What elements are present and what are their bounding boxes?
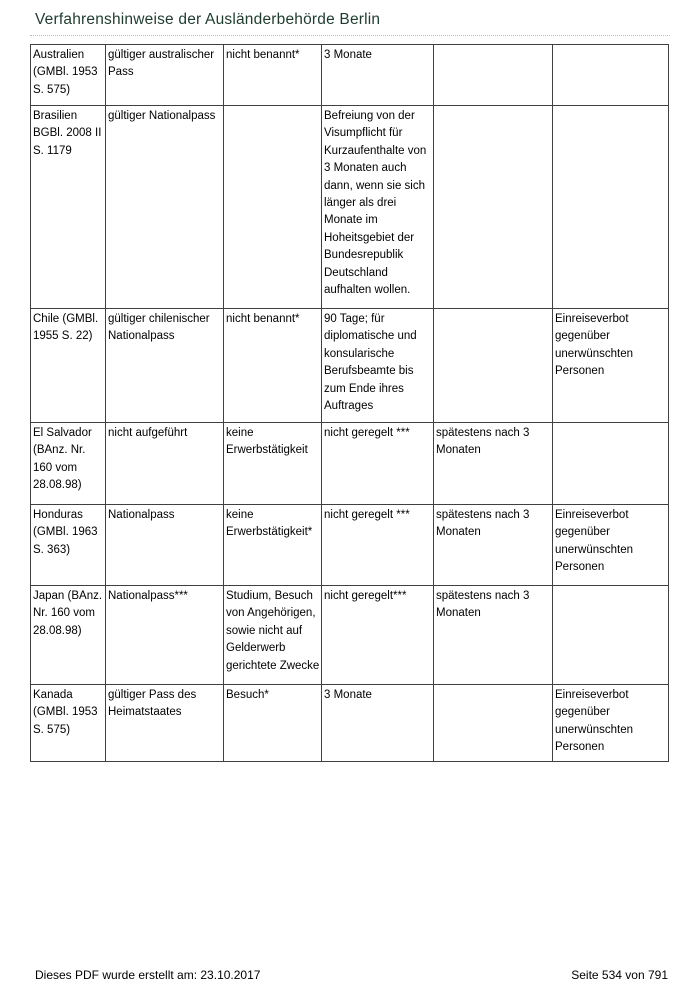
table-cell xyxy=(223,105,322,309)
table-row-el-salvador: El Salvador (BAnz. Nr. 160 vom 28.08.98)… xyxy=(30,422,669,505)
table-cell: spätestens nach 3 Monaten xyxy=(433,585,553,685)
table-cell: Nationalpass xyxy=(105,504,224,586)
table-cell: Australien (GMBl. 1953 S. 575) xyxy=(30,44,106,106)
table-cell: 3 Monate xyxy=(321,684,434,762)
table-cell: El Salvador (BAnz. Nr. 160 vom 28.08.98) xyxy=(30,422,106,505)
table-cell xyxy=(433,684,553,762)
table-cell: keine Erwerbstätigkeit xyxy=(223,422,322,505)
table-cell: Chile (GMBl. 1955 S. 22) xyxy=(30,308,106,423)
table-cell: gültiger chilenischer Nationalpass xyxy=(105,308,224,423)
table-cell xyxy=(552,585,669,685)
table-cell: Honduras (GMBl. 1963 S. 363) xyxy=(30,504,106,586)
table-cell: Befreiung von der Visumpflicht für Kurza… xyxy=(321,105,434,309)
table-row-chile: Chile (GMBl. 1955 S. 22) gültiger chilen… xyxy=(30,308,669,423)
table-cell: Japan (BAnz. Nr. 160 vom 28.08.98) xyxy=(30,585,106,685)
table-cell: Einreiseverbot gegenüber unerwünschten P… xyxy=(552,684,669,762)
title-divider xyxy=(30,35,670,36)
table-cell: gültiger Nationalpass xyxy=(105,105,224,309)
table-cell: nicht geregelt*** xyxy=(321,585,434,685)
table-row-japan: Japan (BAnz. Nr. 160 vom 28.08.98) Natio… xyxy=(30,585,669,685)
table-cell: nicht benannt* xyxy=(223,308,322,423)
table-cell: Studium, Besuch von Angehörigen, sowie n… xyxy=(223,585,322,685)
table-cell: Nationalpass*** xyxy=(105,585,224,685)
table-cell: nicht benannt* xyxy=(223,44,322,106)
table-row-australien: Australien (GMBl. 1953 S. 575) gültiger … xyxy=(30,44,669,106)
footer-page-number: Seite 534 von 791 xyxy=(571,968,668,982)
table-cell xyxy=(433,105,553,309)
table-cell: gültiger australischer Pass xyxy=(105,44,224,106)
table-cell: spätestens nach 3 Monaten xyxy=(433,504,553,586)
table-cell: Kanada (GMBl. 1953 S. 575) xyxy=(30,684,106,762)
table-cell: Brasilien BGBl. 2008 II S. 1179 xyxy=(30,105,106,309)
visa-rules-table: Australien (GMBl. 1953 S. 575) gültiger … xyxy=(30,44,669,762)
table-cell: Besuch* xyxy=(223,684,322,762)
table-cell: nicht geregelt *** xyxy=(321,504,434,586)
table-cell: nicht aufgeführt xyxy=(105,422,224,505)
table-cell: 90 Tage; für diplomatische und konsulari… xyxy=(321,308,434,423)
page-title: Verfahrenshinweise der Ausländerbehörde … xyxy=(35,11,381,28)
table-cell xyxy=(433,308,553,423)
table-cell: keine Erwerbstätigkeit* xyxy=(223,504,322,586)
table-cell xyxy=(552,105,669,309)
table-cell: gültiger Pass des Heimatstaates xyxy=(105,684,224,762)
table-cell xyxy=(552,422,669,505)
table-row-kanada: Kanada (GMBl. 1953 S. 575) gültiger Pass… xyxy=(30,684,669,762)
table-row-honduras: Honduras (GMBl. 1963 S. 363) Nationalpas… xyxy=(30,504,669,586)
table-cell: Einreiseverbot gegenüber unerwünschten P… xyxy=(552,308,669,423)
table-cell xyxy=(433,44,553,106)
table-cell: 3 Monate xyxy=(321,44,434,106)
table-row-brasilien: Brasilien BGBl. 2008 II S. 1179 gültiger… xyxy=(30,105,669,309)
table-cell xyxy=(552,44,669,106)
footer-created-date: Dieses PDF wurde erstellt am: 23.10.2017 xyxy=(35,968,261,982)
table-cell: Einreiseverbot gegenüber unerwünschten P… xyxy=(552,504,669,586)
table-cell: nicht geregelt *** xyxy=(321,422,434,505)
table-cell: spätestens nach 3 Monaten xyxy=(433,422,553,505)
